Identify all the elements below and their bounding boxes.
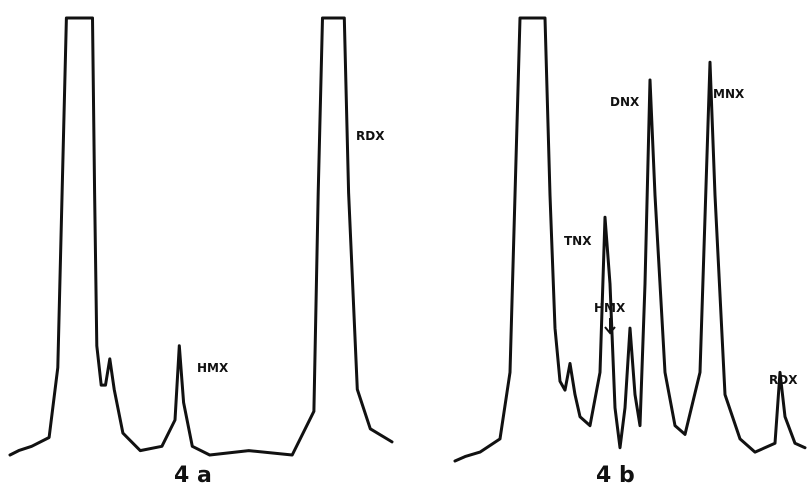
peak-label-rdx-4a: RDX [356, 129, 385, 143]
panel-label-4b: 4 b [596, 463, 635, 486]
hmx-arrow-4b [604, 318, 616, 335]
peak-label-hmx-4a: HMX [197, 361, 229, 375]
peak-label-mnx-4b: MNX [713, 87, 745, 101]
chromatogram-panel-4a: HMX RDX 4 a [8, 16, 394, 486]
peak-label-dnx-4b: DNX [610, 95, 640, 109]
peak-label-rdx-4b: RDX [769, 373, 798, 387]
panel-label-4a: 4 a [174, 463, 212, 486]
chromatogram-panel-4b: TNX HMX DNX MNX RDX 4 b [453, 16, 807, 486]
peak-label-tnx-4b: TNX [564, 234, 592, 248]
peak-label-hmx-4b: HMX [594, 301, 626, 315]
trace-line-4a [8, 16, 394, 457]
trace-line-4b [453, 16, 807, 463]
